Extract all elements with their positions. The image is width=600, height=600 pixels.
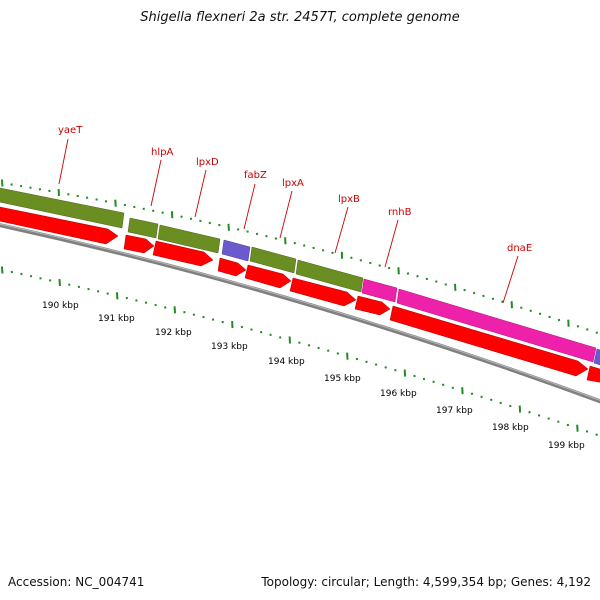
feature-yaeT-region [0,187,125,229]
gene-label-lines [58,138,519,304]
kbp-label-193: 193 kbp [211,342,248,352]
gene-labels: yaeT hlpA lpxD fabZ lpxA lpxB rnhB dnaE [58,125,532,254]
gene-label-hlpA: hlpA [151,147,173,158]
reverse-strand-track [0,206,600,383]
genome-summary-text: Topology: circular; Length: 4,599,354 bp… [261,575,591,589]
outer-tick-marks [1,179,598,334]
reverse-feature-6 [289,277,357,307]
kbp-label-192: 192 kbp [155,328,192,338]
label-line-rnhB [384,219,399,268]
feature-next-blue [593,348,600,366]
accession-text: Accession: NC_004741 [8,575,145,589]
feature-lpxB [295,259,364,293]
gene-label-dnaE: dnaE [507,243,532,254]
label-line-lpxD [194,169,207,218]
feature-hlpA [127,217,159,239]
kbp-label-198: 198 kbp [492,423,529,433]
reverse-feature-1 [0,206,119,245]
label-line-yaeT [58,138,69,185]
kbp-labels: 190 kbp 191 kbp 192 kbp 193 kbp 194 kbp … [42,301,585,451]
kbp-label-196: 196 kbp [380,389,417,399]
label-line-hlpA [150,159,162,207]
gene-label-fabZ: fabZ [244,170,267,181]
reverse-feature-4 [217,257,247,277]
label-line-dnaE [502,255,519,304]
gene-label-rnhB: rnhB [388,207,412,218]
feature-fabZ [221,239,251,262]
forward-strand-track [0,187,600,366]
kbp-label-190: 190 kbp [42,301,79,311]
kbp-label-194: 194 kbp [268,357,305,367]
map-title: Shigella flexneri 2a str. 2457T, complet… [140,10,460,25]
label-line-fabZ [243,183,256,230]
kbp-label-199: 199 kbp [548,441,585,451]
kbp-label-197: 197 kbp [436,406,473,416]
reverse-feature-3 [152,240,214,267]
feature-dnaE [396,288,597,363]
gene-label-lpxA: lpxA [282,178,304,189]
genome-backbone-highlight [0,223,600,401]
gene-label-yaeT: yaeT [58,125,83,136]
reverse-feature-9 [586,365,600,383]
feature-rnhB [361,278,398,303]
genome-backbone [0,223,600,404]
gene-label-lpxD: lpxD [196,157,219,168]
kbp-label-191: 191 kbp [98,314,135,324]
reverse-feature-5 [244,264,292,289]
kbp-label-195: 195 kbp [324,374,361,384]
feature-lpxA [249,246,297,274]
feature-lpxD [157,224,221,254]
label-line-lpxB [334,206,349,254]
reverse-feature-2 [123,234,155,254]
reverse-feature-7 [354,295,391,316]
inner-tick-marks [1,266,598,436]
reverse-feature-8 [389,305,589,377]
gene-label-lpxB: lpxB [338,194,360,205]
label-line-lpxA [279,190,293,239]
